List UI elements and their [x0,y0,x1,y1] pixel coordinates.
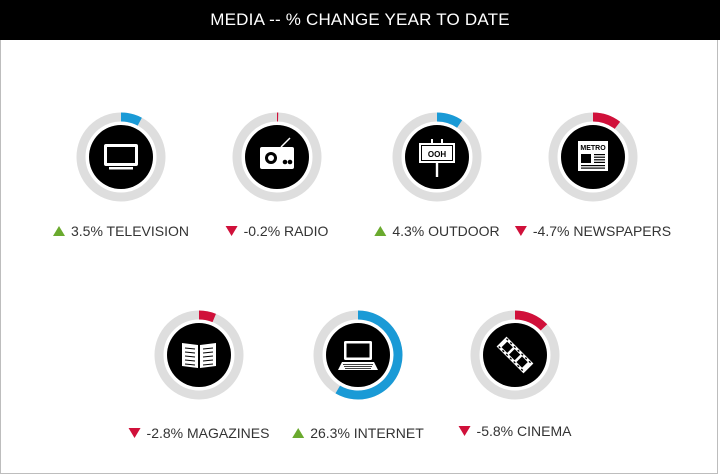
down-triangle-icon [128,428,141,438]
value-label: 4.3% OUTDOOR [392,223,499,239]
magazine-icon [182,343,216,368]
newspaper-icon: METRO [578,141,608,171]
value-arc-internet [335,310,403,400]
film-strip-icon [496,336,534,374]
gauge-outdoor: OOH 4.3% OUTDOOR [374,112,500,239]
label-outdoor: 4.3% OUTDOOR [374,223,500,239]
label-radio: -0.2% RADIO [225,223,329,239]
value-label: -5.8% CINEMA [477,423,573,439]
down-triangle-icon [225,226,238,236]
label-cinema: -5.8% CINEMA [458,423,573,439]
value-arc-television [120,112,142,126]
billboard-text: OOH [428,150,446,159]
label-magazines: -2.8% MAGAZINES [128,425,270,441]
up-triangle-icon [52,226,65,236]
gauge-magazines: -2.8% MAGAZINES [128,310,270,441]
label-television: 3.5% TELEVISION [52,223,189,239]
media-change-chart: 3.5% TELEVISION -0.2% RADIO OOH 4.3% OUTDOO… [52,112,671,441]
value-label: -0.2% RADIO [244,223,329,239]
icon-badge [167,323,231,387]
value-arc-cinema [514,310,548,331]
value-label: -2.8% MAGAZINES [147,425,270,441]
gauge-television: 3.5% TELEVISION [52,112,189,239]
value-label: 3.5% TELEVISION [71,223,189,239]
newspaper-masthead: METRO [580,145,606,152]
value-arc-newspapers [592,112,621,130]
value-label: 26.3% INTERNET [310,425,424,441]
label-newspapers: -4.7% NEWSPAPERS [514,223,671,239]
down-triangle-icon [514,226,527,236]
down-triangle-icon [458,426,471,436]
billboard-icon: OOH [419,139,455,177]
value-arc-magazines [198,310,216,323]
radio-icon [260,137,294,169]
up-triangle-icon [292,428,305,438]
gauge-cinema: -5.8% CINEMA [458,310,573,439]
gauge-internet: 26.3% INTERNET [292,310,424,441]
gauge-newspapers: METRO -4.7% NEWSPAPERS [514,112,671,239]
chart-title: MEDIA -- % CHANGE YEAR TO DATE [0,0,720,40]
label-internet: 26.3% INTERNET [292,425,424,441]
gauge-radio: -0.2% RADIO [225,112,329,239]
laptop-icon [338,341,378,370]
chart-frame: 3.5% TELEVISION -0.2% RADIO OOH 4.3% OUTDOO… [0,40,718,474]
value-label: -4.7% NEWSPAPERS [533,223,671,239]
value-arc-outdoor [436,112,463,128]
television-icon [104,144,138,170]
up-triangle-icon [374,226,387,236]
